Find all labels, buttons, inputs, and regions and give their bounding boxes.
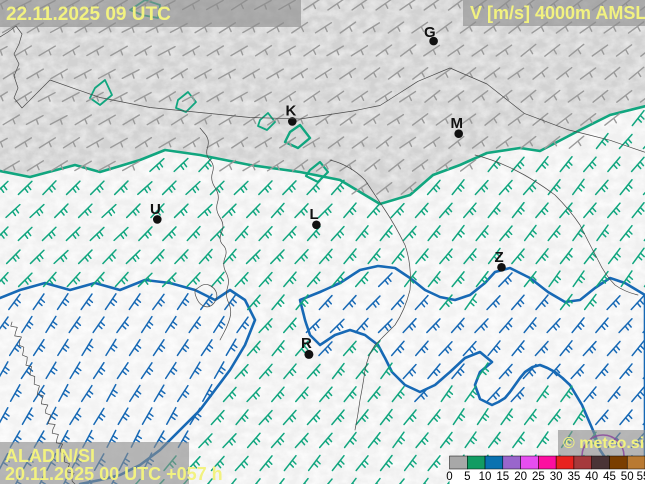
svg-text:40: 40: [585, 471, 598, 483]
svg-text:35: 35: [568, 471, 581, 483]
svg-text:V [m/s] 4000m AMSL: V [m/s] 4000m AMSL: [470, 3, 645, 23]
svg-text:Z: Z: [495, 249, 504, 266]
svg-text:25: 25: [532, 471, 545, 483]
svg-text:© meteo.si: © meteo.si: [563, 435, 644, 452]
svg-text:15: 15: [496, 471, 509, 483]
svg-text:10: 10: [479, 471, 492, 483]
svg-text:22.11.2025 09 UTC: 22.11.2025 09 UTC: [6, 4, 171, 25]
svg-text:30: 30: [550, 471, 563, 483]
svg-text:5: 5: [464, 471, 470, 483]
svg-text:0: 0: [446, 471, 452, 483]
svg-text:K: K: [286, 103, 297, 120]
svg-text:M: M: [451, 115, 464, 132]
svg-text:45: 45: [603, 471, 616, 483]
svg-text:50: 50: [621, 471, 634, 483]
svg-text:55: 55: [637, 471, 645, 483]
svg-text:ALADIN/SI: ALADIN/SI: [5, 446, 95, 466]
svg-text:G: G: [424, 24, 436, 41]
svg-text:20.11.2025 00 UTC +057 h: 20.11.2025 00 UTC +057 h: [5, 464, 223, 484]
svg-text:20: 20: [514, 471, 527, 483]
svg-text:U: U: [150, 201, 161, 218]
svg-text:R: R: [301, 335, 312, 352]
svg-text:L: L: [310, 206, 319, 223]
